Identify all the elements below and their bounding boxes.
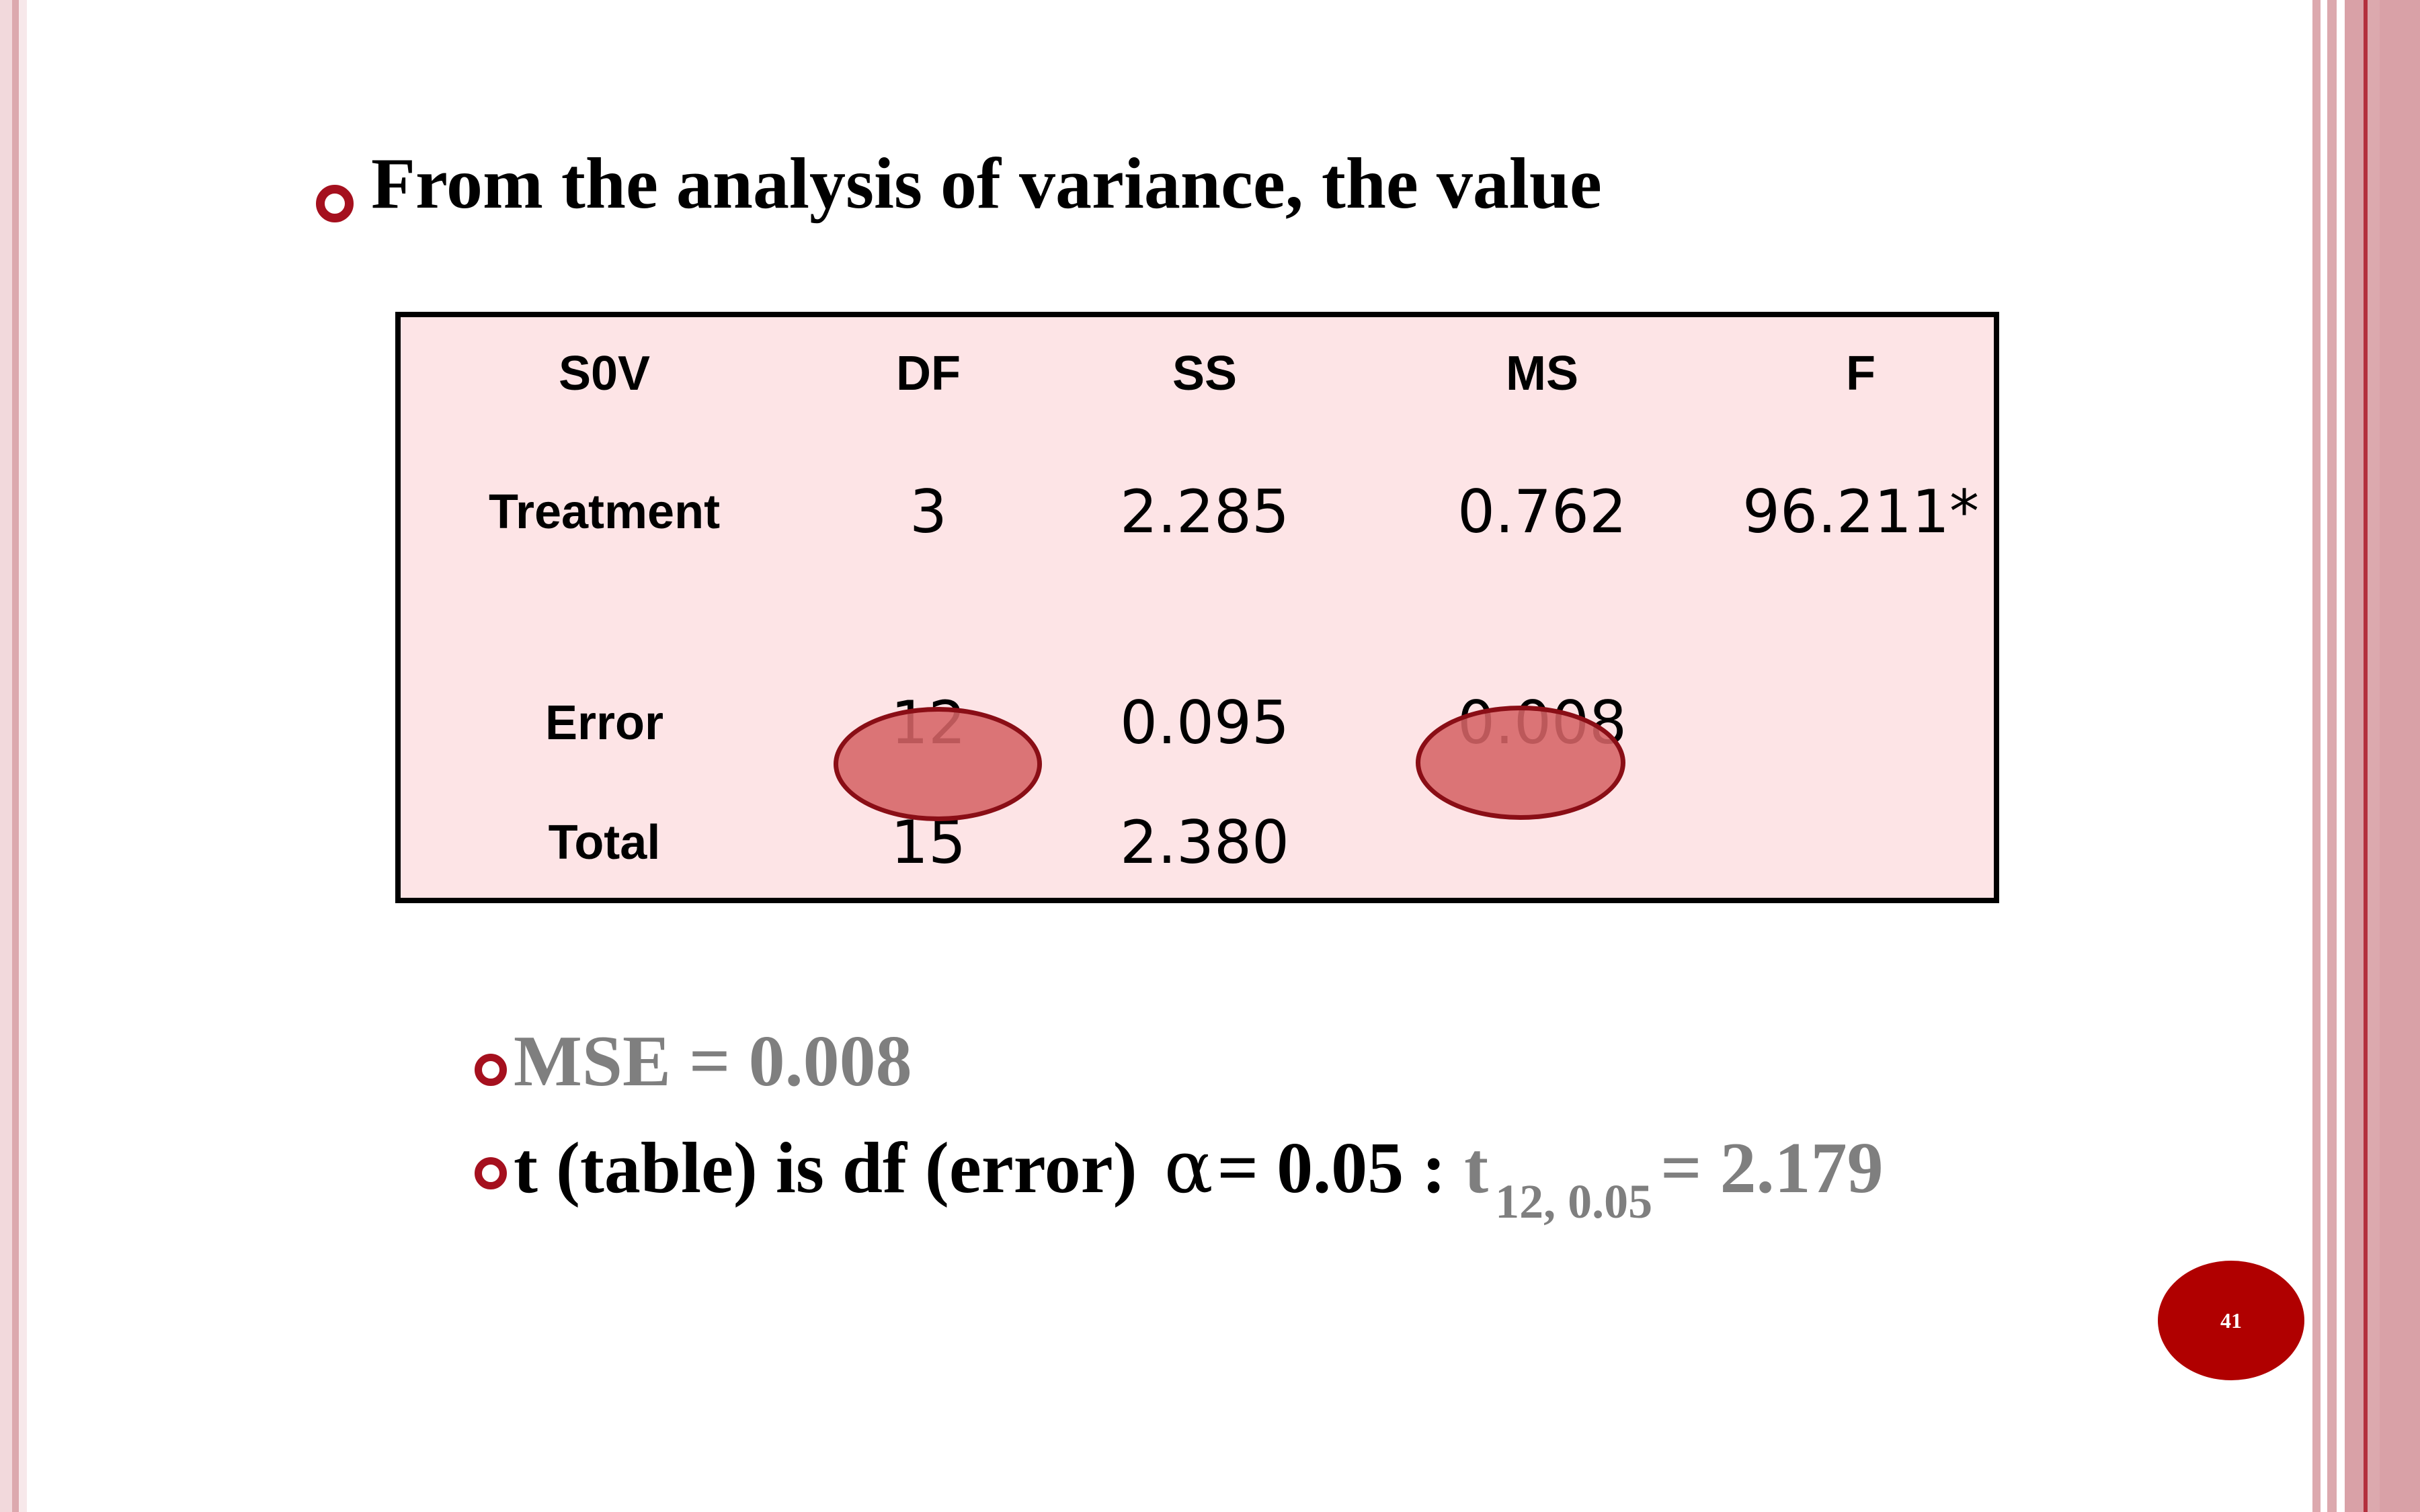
mse-line: MSE = 0.008: [514, 1021, 912, 1101]
row-label-error: Error: [544, 696, 664, 750]
treatment-ss: 2.285: [1120, 477, 1289, 546]
right-border-stripe: [2345, 0, 2364, 1512]
highlight-oval-df-error: [834, 707, 1042, 821]
t-table-text: t (table) is df (error): [514, 1128, 1137, 1208]
treatment-df: 3: [910, 477, 947, 546]
right-border-stripe: [2368, 0, 2380, 1512]
page-number-badge: 41: [2158, 1261, 2304, 1380]
treatment-ms: 0.762: [1457, 477, 1627, 546]
header-sov: S0V: [558, 347, 651, 401]
bullet-ring-icon: [475, 1054, 507, 1086]
highlight-oval-ms-error: [1416, 706, 1625, 820]
header-f: F: [1846, 347, 1876, 401]
header-ss: SS: [1172, 347, 1238, 401]
right-border-stripe: [2337, 0, 2345, 1512]
total-ss: 2.380: [1120, 808, 1289, 877]
t-subscript: 12, 0.05: [1495, 1175, 1653, 1228]
error-ss: 0.095: [1120, 688, 1289, 757]
row-label-total: Total: [548, 816, 661, 870]
total-df: 15: [891, 808, 966, 877]
slide-heading: From the analysis of variance, the value: [371, 144, 1602, 224]
left-border-stripe: [0, 0, 12, 1512]
header-df: DF: [896, 347, 961, 401]
left-border-stripe: [19, 0, 27, 1512]
t-result: = 2.179: [1660, 1128, 1884, 1208]
right-border-stripe: [2321, 0, 2327, 1512]
treatment-f: 96.211*: [1742, 477, 1979, 546]
alpha-symbol: α: [1164, 1126, 1213, 1210]
right-border-stripe: [2327, 0, 2337, 1512]
bullet-ring-icon: [475, 1157, 507, 1189]
t-table-line: t (table) is df (error) α= 0.05 : t 12, 0.…: [514, 1132, 1884, 1226]
row-label-treatment: Treatment: [488, 485, 721, 539]
page-number: 41: [2220, 1308, 2242, 1333]
alpha-value: = 0.05 :: [1217, 1128, 1447, 1208]
header-ms: MS: [1506, 347, 1578, 401]
right-border-stripe: [2380, 0, 2420, 1512]
anova-table: S0V DF SS MS F Treatment 3 2.285 0.762 9…: [395, 312, 1999, 903]
bullet-ring-icon: [316, 185, 354, 222]
left-border-stripe: [12, 0, 19, 1512]
right-border-stripe: [2364, 0, 2368, 1512]
t-symbol: t: [1464, 1128, 1489, 1208]
right-border-stripe: [2312, 0, 2321, 1512]
